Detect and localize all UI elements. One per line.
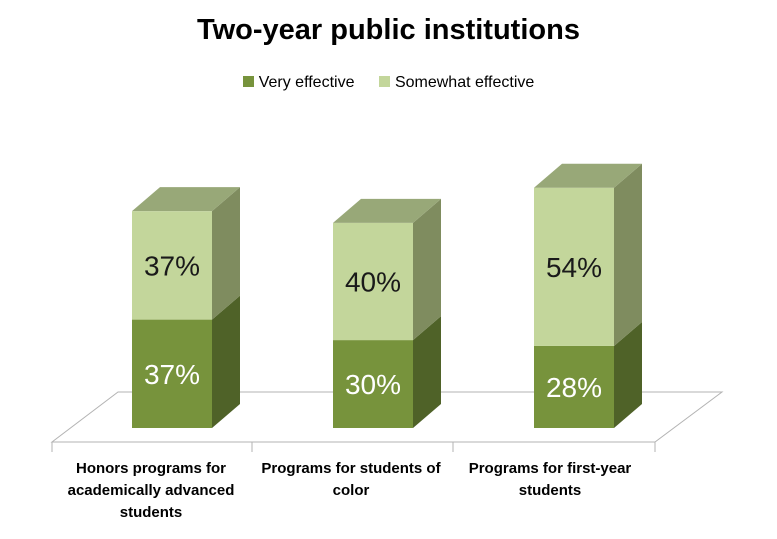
bar-top-0 [132, 187, 240, 212]
bar-very-effective-2 [534, 345, 614, 428]
category-label-honors: Honors programs for academically advance… [67, 460, 235, 521]
bar-somewhat-effective-1 [333, 222, 413, 341]
bar-very-effective-1 [333, 340, 413, 428]
category-label-first-year: Programs for first-year students [468, 460, 632, 499]
bar-side-somewhat-effective-1 [413, 198, 441, 341]
bar-side-very-effective-0 [212, 295, 240, 428]
legend-item-very-effective: Very effective [242, 74, 355, 92]
data-label-somewhat-effective-2: 54% [546, 252, 602, 283]
data-label-very-effective-2: 28% [546, 372, 602, 403]
bars-layer [132, 163, 642, 428]
data-label-somewhat-effective-1: 40% [345, 267, 401, 298]
bar-very-effective-0 [132, 319, 212, 428]
bar-side-somewhat-effective-2 [614, 163, 642, 346]
bar-somewhat-effective-2 [534, 187, 614, 346]
bar-top-1 [333, 198, 441, 223]
legend: Very effective Somewhat effective [0, 74, 777, 92]
legend-label-very-effective: Very effective [258, 74, 355, 91]
bar-somewhat-effective-0 [132, 211, 212, 320]
bar-side-somewhat-effective-0 [212, 187, 240, 320]
chart-title: Two-year public institutions [197, 14, 580, 46]
category-label-students-of-color: Programs for students of color [261, 460, 441, 499]
bar-top-2 [534, 163, 642, 188]
data-label-very-effective-0: 37% [144, 359, 200, 390]
data-label-somewhat-effective-0: 37% [144, 250, 200, 281]
data-labels-layer: 37% 37% 30% 40% 28% 54% [144, 250, 602, 403]
data-label-very-effective-1: 30% [345, 369, 401, 400]
legend-swatch-somewhat-effective [378, 76, 390, 87]
legend-label-somewhat-effective: Somewhat effective [394, 74, 535, 91]
bar-side-very-effective-1 [413, 316, 441, 428]
bar-side-very-effective-2 [614, 321, 642, 428]
legend-swatch-very-effective [242, 76, 254, 87]
legend-item-somewhat-effective: Somewhat effective [378, 74, 535, 92]
